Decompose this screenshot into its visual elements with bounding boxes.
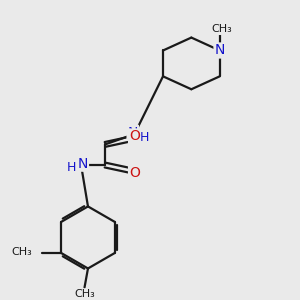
Text: CH₃: CH₃ [12, 247, 32, 257]
Text: O: O [129, 166, 140, 180]
Text: CH₃: CH₃ [74, 289, 95, 299]
Text: N: N [128, 126, 138, 140]
Text: N: N [78, 157, 88, 171]
Text: N: N [214, 44, 225, 58]
Text: CH₃: CH₃ [211, 24, 232, 34]
Text: H: H [140, 131, 149, 144]
Text: O: O [129, 130, 140, 143]
Text: H: H [67, 161, 76, 174]
